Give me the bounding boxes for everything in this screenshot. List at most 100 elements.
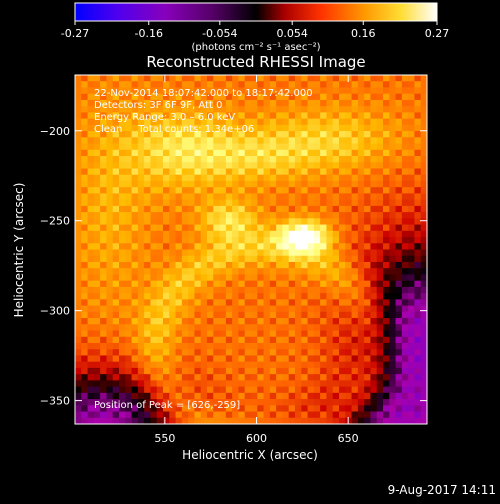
heatmap-cell xyxy=(332,180,340,188)
heatmap-cell xyxy=(282,405,290,413)
heatmap-cell xyxy=(188,318,196,325)
heatmap-cell xyxy=(225,75,233,82)
heatmap-cell xyxy=(357,149,365,157)
heatmap-cell xyxy=(131,224,139,232)
heatmap-cell xyxy=(175,131,183,138)
heatmap-cell xyxy=(420,349,427,357)
heatmap-cell xyxy=(301,268,309,276)
heatmap-cell xyxy=(93,299,101,307)
heatmap-cell xyxy=(257,324,265,332)
heatmap-cell xyxy=(320,361,328,369)
heatmap-cell xyxy=(263,149,271,157)
heatmap-cell xyxy=(181,411,189,419)
heatmap-cell xyxy=(87,99,95,107)
heatmap-cell xyxy=(213,311,221,319)
heatmap-cell xyxy=(244,187,252,195)
heatmap-cell xyxy=(238,180,246,188)
heatmap-cell xyxy=(307,318,315,325)
heatmap-cell xyxy=(225,355,233,363)
heatmap-cell xyxy=(81,386,89,394)
heatmap-cell xyxy=(93,380,101,388)
heatmap-cell xyxy=(339,205,346,213)
heatmap-cell xyxy=(232,87,240,95)
heatmap-cell xyxy=(244,336,252,344)
heatmap-cell xyxy=(119,124,126,132)
heatmap-cell xyxy=(288,81,296,89)
heatmap-cell xyxy=(414,299,422,307)
heatmap-cell xyxy=(389,112,397,120)
heatmap-cell xyxy=(251,124,258,132)
heatmap-cell xyxy=(295,274,302,282)
heatmap-cell xyxy=(307,187,315,195)
heatmap-cell xyxy=(401,218,409,226)
heatmap-cell xyxy=(408,336,416,344)
heatmap-cell xyxy=(106,399,114,406)
heatmap-cell xyxy=(395,399,403,406)
heatmap-cell xyxy=(301,349,309,357)
heatmap-cell xyxy=(313,75,321,82)
heatmap-cell xyxy=(112,293,120,300)
heatmap-cell xyxy=(244,93,252,101)
heatmap-cell xyxy=(301,305,309,313)
heatmap-cell xyxy=(225,299,233,307)
heatmap-cell xyxy=(370,218,378,226)
heatmap-cell xyxy=(131,361,139,369)
heatmap-cell xyxy=(351,274,359,282)
heatmap-cell xyxy=(332,311,340,319)
heatmap-cell xyxy=(106,311,114,319)
heatmap-cell xyxy=(87,205,95,213)
heatmap-cell xyxy=(150,380,158,388)
heatmap-cell xyxy=(351,149,359,157)
heatmap-cell xyxy=(137,224,145,232)
heatmap-cell xyxy=(357,81,365,89)
heatmap-cell xyxy=(276,299,284,307)
heatmap-cell xyxy=(169,199,177,207)
heatmap-cell xyxy=(269,286,277,294)
heatmap-cell xyxy=(269,349,277,357)
heatmap-cell xyxy=(339,268,346,276)
heatmap-cell xyxy=(112,405,120,413)
heatmap-cell xyxy=(251,261,258,269)
heatmap-cell xyxy=(357,93,365,101)
heatmap-cell xyxy=(408,330,416,338)
heatmap-cell xyxy=(194,367,202,375)
heatmap-cell xyxy=(307,268,315,276)
heatmap-cell xyxy=(125,81,133,89)
heatmap-cell xyxy=(420,174,427,182)
heatmap-cell xyxy=(125,342,133,350)
heatmap-cell xyxy=(181,417,189,424)
heatmap-cell xyxy=(307,137,315,145)
heatmap-cell xyxy=(320,124,328,132)
heatmap-cell xyxy=(414,93,422,101)
heatmap-cell xyxy=(137,255,145,263)
heatmap-cell xyxy=(251,205,258,213)
heatmap-cell xyxy=(87,342,95,350)
heatmap-cell xyxy=(395,106,403,113)
heatmap-cell xyxy=(295,199,302,207)
heatmap-cell xyxy=(251,187,258,195)
heatmap-cell xyxy=(257,417,265,424)
heatmap-cell xyxy=(232,168,240,176)
heatmap-cell xyxy=(301,193,309,201)
heatmap-cell xyxy=(93,162,101,170)
heatmap-cell xyxy=(150,249,158,257)
heatmap-cell xyxy=(144,112,152,120)
heatmap-cell xyxy=(188,361,196,369)
heatmap-cell xyxy=(100,261,108,269)
heatmap-cell xyxy=(301,131,309,138)
colorbar-tick-label: 0.054 xyxy=(276,27,308,40)
heatmap-cell xyxy=(364,199,372,207)
heatmap-cell xyxy=(131,342,139,350)
heatmap-cell xyxy=(225,99,233,107)
heatmap-cell xyxy=(414,99,422,107)
heatmap-cell xyxy=(156,87,164,95)
heatmap-cell xyxy=(420,380,427,388)
heatmap-cell xyxy=(251,411,258,419)
heatmap-cell xyxy=(313,106,321,113)
heatmap-cell xyxy=(351,199,359,207)
heatmap-cell xyxy=(137,168,145,176)
heatmap-cell xyxy=(106,324,114,332)
heatmap-cell xyxy=(219,318,227,325)
heatmap-cell xyxy=(75,162,82,170)
heatmap-cell xyxy=(188,93,196,101)
